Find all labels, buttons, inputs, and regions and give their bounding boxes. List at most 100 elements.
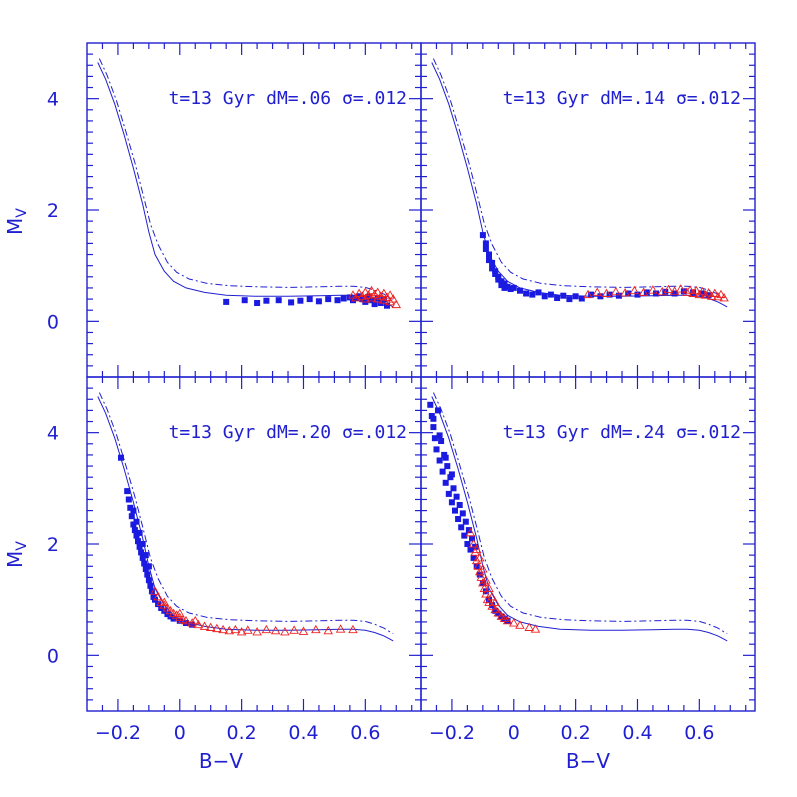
y-tick-label: 2	[47, 534, 59, 556]
data-point-triangle	[719, 293, 729, 302]
model-curve-dashdot	[98, 58, 394, 301]
data-point-triangle	[153, 591, 163, 601]
data-point-triangle	[218, 624, 228, 634]
data-point-triangle	[700, 290, 711, 299]
data-point-triangle	[481, 575, 491, 584]
data-point-square	[142, 552, 149, 559]
data-point-square	[495, 610, 502, 617]
x-tick-label: 0.6	[684, 722, 714, 744]
x-axis-title-left: B−V	[199, 749, 243, 773]
data-point-triangle	[530, 624, 541, 633]
data-point-square	[254, 300, 261, 306]
data-point-square	[489, 265, 496, 272]
data-point-triangle	[694, 289, 705, 299]
data-point-triangle	[363, 290, 374, 299]
data-point-square	[461, 532, 468, 539]
data-point-square	[384, 302, 390, 309]
data-point-square	[334, 297, 341, 304]
data-point-triangle	[335, 624, 346, 633]
data-point-square	[436, 457, 443, 464]
data-point-triangle	[243, 625, 253, 634]
y-tick-label: 4	[47, 423, 59, 445]
data-point-square	[263, 297, 270, 304]
data-point-square	[427, 401, 434, 408]
data-point-square	[145, 577, 152, 584]
data-point-triangle	[473, 561, 483, 570]
data-point-triangle	[391, 299, 402, 309]
panel-2: t=13 Gyr dM=.14 σ=.012	[420, 42, 756, 378]
data-point-triangle	[484, 597, 494, 606]
axis-labels-group: MV MV B−V B−V	[3, 208, 610, 773]
data-point-square	[535, 289, 542, 296]
data-point-square	[459, 510, 466, 517]
data-point-square	[699, 290, 706, 297]
data-point-square	[148, 588, 155, 595]
data-point-triangle	[502, 615, 513, 625]
y-tick-label: 4	[47, 89, 59, 111]
x-tick-label: −0.2	[429, 722, 475, 744]
data-point-square	[448, 471, 455, 478]
y-axis-title-top: MV	[3, 208, 30, 235]
data-point-triangle	[369, 289, 380, 299]
data-point-triangle	[382, 292, 392, 301]
y-tick-label: 0	[47, 645, 59, 667]
x-tick-label: 0.2	[227, 722, 257, 744]
data-point-square	[223, 298, 230, 305]
x-axis-title-right: B−V	[566, 749, 610, 773]
data-point-square	[473, 563, 480, 570]
data-point-square	[504, 283, 511, 290]
data-point-square	[435, 407, 441, 414]
data-point-square	[288, 299, 295, 306]
data-point-square	[438, 438, 445, 444]
data-point-triangle	[270, 625, 281, 635]
data-point-square	[138, 549, 145, 556]
data-point-triangle	[474, 553, 485, 562]
data-point-triangle	[298, 626, 309, 635]
data-point-square	[498, 282, 505, 289]
data-point-square	[315, 298, 322, 305]
data-point-square	[136, 529, 143, 536]
data-point-square	[128, 513, 135, 520]
data-point-square	[445, 490, 452, 497]
data-point-square	[436, 432, 443, 439]
data-point-square	[139, 554, 146, 561]
data-point-triangle	[484, 583, 494, 592]
data-point-triangle	[685, 285, 695, 294]
data-point-square	[560, 292, 567, 299]
data-point-triangle	[376, 291, 386, 300]
data-point-square	[486, 257, 492, 264]
data-point-square	[455, 516, 462, 522]
data-point-square	[135, 538, 141, 545]
data-point-triangle	[372, 294, 383, 303]
data-point-triangle	[212, 623, 222, 633]
data-point-square	[492, 271, 499, 277]
data-point-triangle	[688, 288, 698, 297]
data-point-square	[588, 291, 595, 298]
panel-annotation: t=13 Gyr dM=.24 σ=.012	[503, 422, 741, 443]
data-point-triangle	[230, 624, 241, 634]
data-point-triangle	[252, 627, 262, 636]
data-point-triangle	[388, 294, 398, 303]
data-point-square	[501, 284, 508, 291]
model-curve-solid	[97, 396, 394, 642]
data-point-square	[489, 259, 496, 266]
data-point-square	[482, 240, 489, 247]
data-point-triangle	[478, 564, 488, 573]
data-point-triangle	[379, 288, 389, 297]
data-point-square	[450, 485, 457, 492]
data-point-triangle	[478, 578, 488, 587]
x-tick-label: 0.6	[350, 722, 380, 744]
data-point-square	[133, 518, 140, 525]
data-point-square	[127, 504, 134, 511]
x-tick-label: −0.2	[95, 722, 141, 744]
panel-annotation: t=13 Gyr dM=.06 σ=.012	[169, 88, 407, 109]
data-point-square	[306, 296, 313, 303]
model-curve-dashdot	[432, 392, 728, 635]
data-point-triangle	[165, 605, 176, 615]
data-point-triangle	[713, 291, 723, 301]
data-point-square	[448, 499, 455, 506]
data-point-triangle	[481, 589, 491, 598]
data-point-square	[241, 297, 248, 304]
data-point-square	[498, 278, 505, 285]
data-point-square	[705, 292, 712, 299]
